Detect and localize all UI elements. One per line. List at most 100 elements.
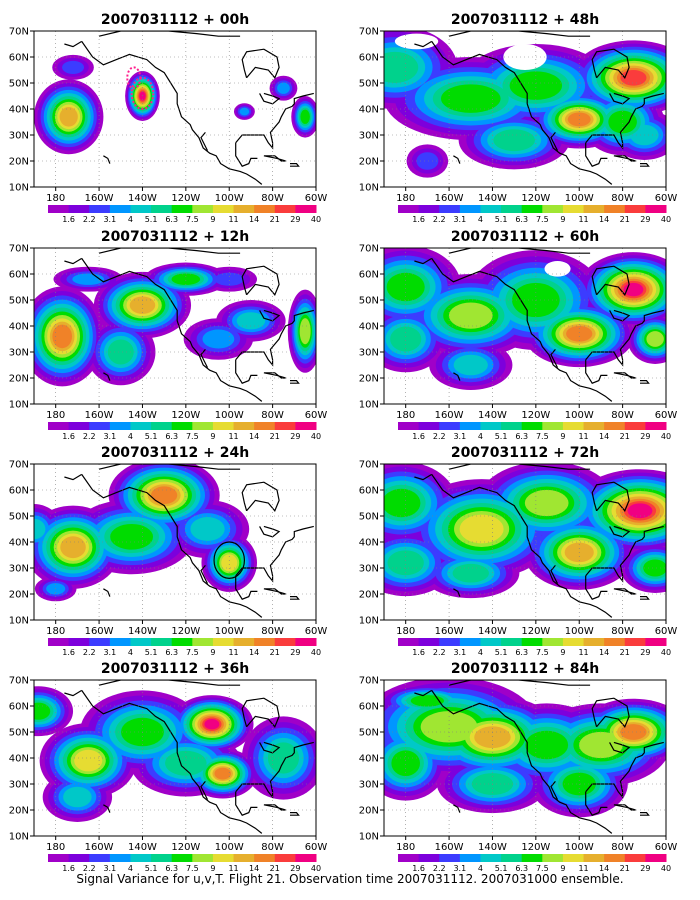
colorbar-swatch xyxy=(480,854,502,862)
colorbar-swatch xyxy=(562,422,585,430)
colorbar-label: 5.1 xyxy=(145,215,158,224)
colorbar-label: 3.1 xyxy=(453,864,466,873)
coastline xyxy=(103,804,111,813)
coastline xyxy=(235,791,258,816)
colorbar: 1.6 2.2 3.1 4 5.1 6.3 7.5 9 11 14 21 29 40 xyxy=(48,854,321,873)
forecast-panel: 2007031112 + 24h 180 160W 140W 120W 100W 80W 60… xyxy=(9,445,328,657)
variance-contour xyxy=(384,488,421,518)
variance-contour xyxy=(190,517,225,541)
y-tick-label: 30N xyxy=(359,780,379,791)
colorbar-swatch xyxy=(645,205,667,213)
y-tick-label: 50N xyxy=(9,79,29,90)
coastline xyxy=(585,142,608,167)
colorbar-label: 3.1 xyxy=(453,215,466,224)
colorbar-swatch xyxy=(254,638,276,646)
variance-contour xyxy=(384,51,419,83)
colorbar-label: 21 xyxy=(620,648,630,657)
y-tick-label: 70N xyxy=(9,460,29,471)
colorbar-label: 4 xyxy=(128,864,133,873)
colorbar-swatch xyxy=(192,205,214,213)
colorbar-label: 40 xyxy=(661,432,671,441)
colorbar-swatch xyxy=(192,854,214,862)
colorbar-swatch xyxy=(212,638,235,646)
variance-gap xyxy=(394,33,439,50)
colorbar-label: 21 xyxy=(620,432,630,441)
coastline xyxy=(290,163,300,167)
x-tick-label: 100W xyxy=(565,842,594,853)
variance-contour xyxy=(299,318,311,345)
colorbar-swatch xyxy=(542,422,564,430)
y-tick-label: 30N xyxy=(9,780,29,791)
colorbar-label: 5.1 xyxy=(495,432,508,441)
y-tick-label: 60N xyxy=(9,53,29,64)
panel-title: 2007031112 + 72h xyxy=(451,445,599,461)
x-tick-label: 180 xyxy=(396,410,415,421)
variance-contour xyxy=(52,324,73,349)
colorbar-swatch xyxy=(624,854,646,862)
y-tick-label: 70N xyxy=(9,676,29,687)
colorbar-swatch xyxy=(439,854,461,862)
coastline xyxy=(550,132,559,151)
colorbar-swatch xyxy=(171,854,193,862)
variance-contour xyxy=(620,724,647,740)
x-tick-label: 140W xyxy=(478,842,507,853)
x-tick-label: 100W xyxy=(215,410,244,421)
colorbar-swatch xyxy=(48,638,70,646)
colorbar-label: 21 xyxy=(620,864,630,873)
y-tick-label: 70N xyxy=(359,460,379,471)
y-tick-label: 30N xyxy=(9,564,29,575)
colorbar-label: 4 xyxy=(478,648,483,657)
colorbar-swatch xyxy=(233,638,255,646)
colorbar-label: 14 xyxy=(249,432,259,441)
colorbar-swatch xyxy=(130,638,152,646)
coastline xyxy=(613,372,636,379)
variance-contour xyxy=(34,702,51,720)
coastline xyxy=(200,781,209,800)
panel-plot-area xyxy=(384,31,666,187)
y-tick-label: 60N xyxy=(359,53,379,64)
colorbar-swatch xyxy=(418,638,440,646)
coastline xyxy=(431,258,613,402)
y-tick-label: 60N xyxy=(9,702,29,713)
colorbar-label: 11 xyxy=(228,864,238,873)
colorbar-swatch xyxy=(583,205,605,213)
x-tick-label: 80W xyxy=(611,842,634,853)
colorbar-swatch xyxy=(48,854,70,862)
colorbar-label: 40 xyxy=(311,648,321,657)
coastline xyxy=(448,464,591,470)
x-tick-label: 120W xyxy=(521,626,550,637)
y-tick-label: 30N xyxy=(359,348,379,359)
colorbar-swatch xyxy=(254,422,276,430)
x-tick-label: 140W xyxy=(128,410,157,421)
coastline xyxy=(259,309,281,322)
x-tick-label: 80W xyxy=(261,626,284,637)
x-tick-label: 160W xyxy=(435,626,464,637)
colorbar-label: 11 xyxy=(578,648,588,657)
colorbar-label: 2.2 xyxy=(83,648,96,657)
colorbar: 1.6 2.2 3.1 4 5.1 6.3 7.5 9 11 14 21 29 40 xyxy=(398,205,671,224)
x-tick-label: 180 xyxy=(46,842,65,853)
colorbar-swatch xyxy=(68,422,90,430)
colorbar-label: 9 xyxy=(560,432,565,441)
y-tick-label: 50N xyxy=(359,79,379,90)
colorbar-label: 29 xyxy=(640,648,650,657)
observation-track-marker xyxy=(130,76,155,111)
colorbar-swatch xyxy=(439,422,461,430)
x-tick-label: 100W xyxy=(215,626,244,637)
coastline xyxy=(200,565,209,584)
colorbar-swatch xyxy=(233,205,255,213)
colorbar-swatch xyxy=(212,854,235,862)
colorbar-label: 3.1 xyxy=(103,864,116,873)
x-tick-label: 100W xyxy=(215,193,244,204)
colorbar-label: 14 xyxy=(249,648,259,657)
coastline xyxy=(431,474,613,618)
colorbar-swatch xyxy=(521,638,543,646)
variance-contour xyxy=(63,786,92,808)
colorbar-label: 3.1 xyxy=(453,648,466,657)
colorbar-swatch xyxy=(89,638,111,646)
x-tick-label: 60W xyxy=(655,626,678,637)
variance-contour xyxy=(459,514,504,544)
colorbar-swatch xyxy=(398,205,420,213)
coastline xyxy=(431,41,613,185)
